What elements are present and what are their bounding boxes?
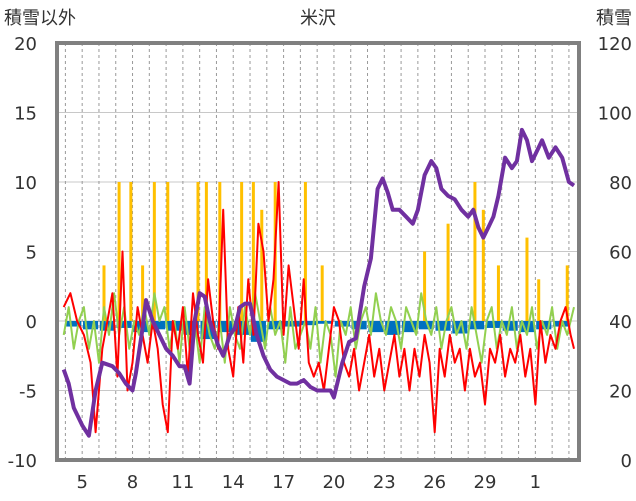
right-axis-ticks: 0 20 40 60 80 100 120 [598, 34, 632, 472]
right-tick-label: 80 [609, 173, 632, 194]
x-tick-label: 14 [222, 472, 245, 493]
x-tick-label: 8 [127, 472, 138, 493]
bar-blue [435, 321, 451, 331]
x-tick-label: 1 [530, 472, 541, 493]
x-tick-label: 17 [272, 472, 295, 493]
bar-yellow [525, 237, 529, 321]
series-line-snow_depth [61, 127, 576, 438]
bar-yellow [496, 265, 500, 321]
right-tick-label: 20 [609, 382, 632, 403]
left-tick-label: 5 [26, 243, 37, 264]
left-tick-label: 15 [14, 104, 37, 125]
bar-yellow [141, 265, 145, 321]
left-tick-label: -5 [19, 382, 37, 403]
bar-blue [401, 321, 418, 333]
left-axis-ticks: -10 -5 0 5 10 15 20 [8, 34, 37, 472]
bar-yellow [303, 182, 307, 321]
bar-yellow [260, 209, 264, 321]
right-tick-label: 60 [609, 243, 632, 264]
bar-yellow [196, 182, 200, 321]
bar-blue [418, 321, 434, 330]
bar-yellow [565, 265, 569, 321]
x-tick-label: 11 [171, 472, 194, 493]
x-axis-ticks: 5 8 11 14 17 20 23 26 29 1 [76, 472, 541, 493]
x-tick-label: 5 [76, 472, 87, 493]
bar-blue [66, 321, 82, 327]
bar-yellow [446, 223, 450, 321]
chart-title: 米沢 [300, 8, 336, 29]
bar-blue [267, 321, 283, 330]
left-tick-label: 10 [14, 173, 37, 194]
bar-yellow [240, 182, 244, 321]
bar-yellow [481, 209, 485, 321]
right-axis-title: 積雪 [596, 8, 632, 29]
bar-yellow [251, 182, 255, 321]
right-tick-label: 100 [598, 104, 632, 125]
right-tick-label: 120 [598, 34, 632, 55]
grid [57, 42, 579, 461]
bar-yellow [320, 265, 324, 321]
series-lines [61, 127, 576, 438]
bar-yellow [166, 182, 170, 321]
plot-frame [55, 41, 581, 462]
left-tick-label: 20 [14, 34, 37, 55]
x-tick-label: 20 [322, 472, 345, 493]
bar-yellow [537, 279, 541, 321]
right-tick-label: 0 [621, 451, 632, 472]
bar-yellow [218, 182, 222, 321]
bar-yellow [129, 182, 133, 321]
bar-blue [217, 321, 233, 333]
x-tick-label: 29 [474, 472, 497, 493]
bar-blue [469, 321, 485, 330]
x-tick-label: 23 [373, 472, 396, 493]
bar-yellow [102, 265, 106, 321]
bar-yellow [473, 182, 477, 321]
bar-blue [519, 321, 535, 333]
bar-yellow [152, 182, 156, 321]
series-line-other [62, 292, 575, 378]
bar-blue [83, 321, 99, 330]
x-tick-label: 26 [423, 472, 446, 493]
bar-blue [301, 321, 317, 326]
bar-yellow [117, 182, 121, 321]
bar-blue [502, 321, 518, 331]
bar-blue [368, 321, 384, 333]
bar-yellow [204, 182, 208, 321]
left-axis-title: 積雪以外 [4, 8, 76, 29]
left-tick-label: 0 [26, 312, 37, 333]
left-tick-label: -10 [8, 451, 37, 472]
right-tick-label: 40 [609, 312, 632, 333]
bar-yellow [423, 251, 427, 321]
bar-blue [150, 321, 166, 330]
